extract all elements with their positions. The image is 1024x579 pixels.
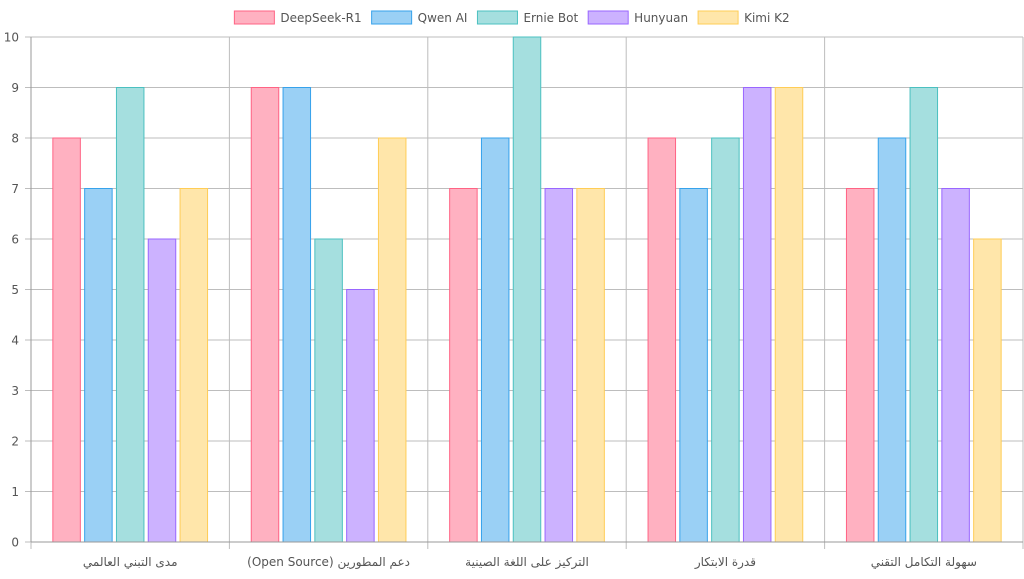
legend-item-deepseek-r1[interactable]: DeepSeek-R1 (233, 10, 362, 25)
bar-hunyuan-1[interactable] (346, 289, 375, 543)
legend-swatch (476, 10, 518, 25)
bar-kimi-k2-2[interactable] (576, 188, 605, 543)
bar-hunyuan-4[interactable] (941, 188, 970, 543)
bar-ernie-bot-4[interactable] (909, 87, 939, 543)
bar-qwen-ai-2[interactable] (480, 137, 510, 543)
legend-item-kimi-k2[interactable]: Kimi K2 (697, 10, 790, 25)
y-tick-label: 10 (4, 31, 19, 45)
bar-ernie-bot-2[interactable] (512, 36, 542, 543)
y-tick-label: 8 (11, 132, 19, 146)
legend-swatch (697, 10, 739, 25)
bar-hunyuan-0[interactable] (147, 238, 177, 543)
y-tick-label: 7 (11, 182, 19, 196)
y-tick-label: 2 (11, 435, 19, 449)
legend-label: Qwen AI (418, 11, 468, 25)
legend-swatch (371, 10, 413, 25)
bar-deepseek-r1-4[interactable] (845, 188, 875, 543)
y-tick-label: 0 (11, 536, 19, 550)
bar-kimi-k2-0[interactable] (179, 188, 209, 543)
legend-label: Hunyuan (634, 11, 688, 25)
legend-item-ernie-bot[interactable]: Ernie Bot (476, 10, 578, 25)
bar-deepseek-r1-2[interactable] (449, 188, 478, 543)
legend-swatch (233, 10, 275, 25)
y-tick-label: 3 (11, 384, 19, 398)
legend-item-hunyuan[interactable]: Hunyuan (587, 10, 688, 25)
bar-hunyuan-3[interactable] (742, 87, 772, 543)
x-tick-label: مدى التبني العالمي (83, 555, 178, 569)
y-tick-label: 9 (11, 81, 19, 95)
y-tick-label: 4 (11, 334, 19, 348)
legend-label: DeepSeek-R1 (280, 11, 361, 25)
bar-kimi-k2-3[interactable] (774, 87, 804, 543)
legend-swatch (587, 10, 629, 25)
x-tick-label: التركيز على اللغة الصينية (465, 555, 589, 570)
bar-kimi-k2-4[interactable] (973, 238, 1002, 543)
bar-hunyuan-2[interactable] (544, 188, 574, 543)
bar-qwen-ai-0[interactable] (84, 188, 113, 543)
bar-deepseek-r1-0[interactable] (52, 137, 81, 543)
x-tick-label: دعم المطورين (Open Source) (247, 555, 410, 570)
bar-ernie-bot-1[interactable] (314, 238, 343, 543)
bar-ernie-bot-3[interactable] (711, 137, 740, 543)
bar-ernie-bot-0[interactable] (115, 87, 145, 543)
bar-qwen-ai-3[interactable] (679, 188, 708, 543)
y-tick-label: 1 (11, 485, 19, 499)
bars (52, 36, 1002, 543)
bar-qwen-ai-1[interactable] (282, 87, 312, 543)
bar-deepseek-r1-1[interactable] (250, 87, 280, 543)
x-tick-label: سهولة التكامل التقني (871, 555, 977, 570)
bar-kimi-k2-1[interactable] (377, 137, 407, 543)
y-tick-label: 6 (11, 233, 19, 247)
bar-deepseek-r1-3[interactable] (647, 137, 677, 543)
y-tick-label: 5 (11, 283, 19, 297)
x-tick-label: قدرة الابتكار (694, 555, 756, 570)
legend-label: Ernie Bot (523, 11, 578, 25)
legend: DeepSeek-R1 Qwen AI Ernie Bot Hunyuan Kimi K… (233, 10, 790, 25)
bar-qwen-ai-4[interactable] (877, 137, 907, 543)
legend-label: Kimi K2 (744, 11, 790, 25)
legend-item-qwen-ai[interactable]: Qwen AI (371, 10, 468, 25)
axes: 0 1 2 3 4 5 6 7 8 9 10 مدى التبني العالمي دعم المطور… (4, 31, 1023, 570)
